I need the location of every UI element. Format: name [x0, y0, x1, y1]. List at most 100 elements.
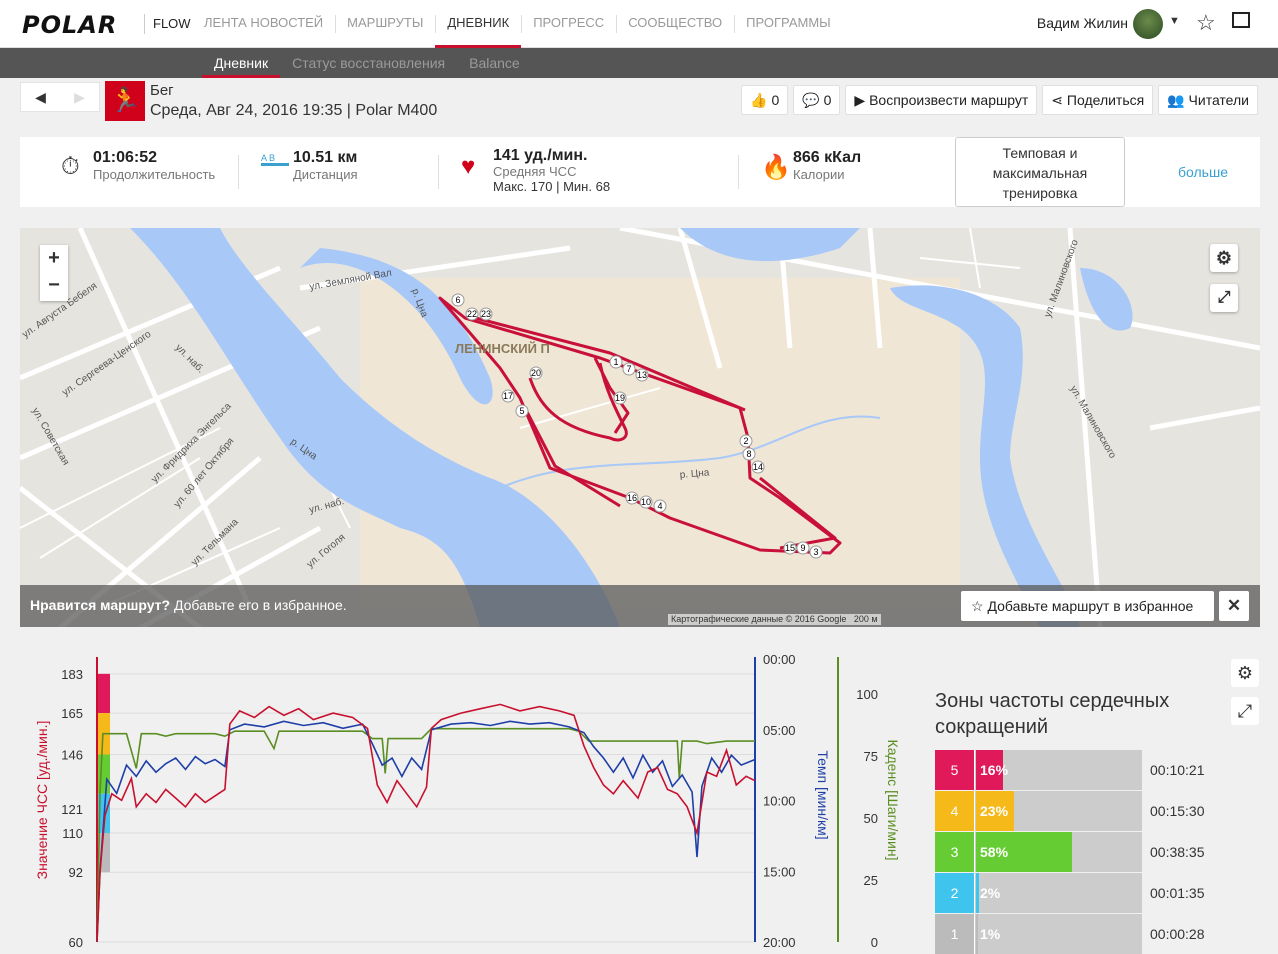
user-name[interactable]: Вадим Жилин: [1036, 15, 1128, 31]
running-icon: 🏃: [105, 81, 145, 121]
route-marker-label: 10: [641, 497, 651, 507]
hr-tick-label: 165: [61, 706, 83, 721]
zone-number: 4: [935, 791, 975, 831]
hr-zone-row: 1 1%: [935, 914, 1142, 954]
route-marker-label: 9: [800, 543, 805, 553]
heart-icon: ♥: [461, 153, 476, 180]
like-button[interactable]: 👍 0: [741, 85, 789, 115]
route-marker[interactable]: [451, 293, 465, 307]
cadence-tick-label: 100: [856, 687, 878, 702]
hr-zone-row: 3 58%: [935, 832, 1142, 872]
chart-settings-gear-icon[interactable]: ⚙: [1231, 659, 1259, 687]
summary-stats: ⏱ 01:06:52 Продолжительность A B 10.51 к…: [20, 137, 1260, 207]
map-label: ул. наб.: [308, 495, 346, 516]
followers-button[interactable]: 👥 Читатели: [1158, 85, 1258, 115]
next-button[interactable]: ▶: [74, 89, 85, 105]
subnav-diary[interactable]: Дневник: [202, 48, 281, 78]
route-marker-label: 19: [615, 393, 625, 403]
stat-duration: ⏱ 01:06:52 Продолжительность: [61, 149, 216, 182]
route-marker-label: 15: [785, 543, 795, 553]
hr-zone-band: [97, 754, 110, 794]
zone-time: 00:00:28: [1150, 926, 1205, 942]
stat-calories: 🔥 866 кКал Калории: [761, 149, 862, 182]
avatar[interactable]: [1133, 9, 1163, 39]
subnav-balance[interactable]: Balance: [469, 55, 520, 71]
route-marker[interactable]: [751, 460, 765, 474]
chevron-down-icon[interactable]: ▼: [1169, 15, 1180, 27]
route-marker[interactable]: [639, 495, 653, 509]
zoom-out-button[interactable]: −: [48, 274, 60, 296]
zone-number: 3: [935, 832, 975, 872]
hr-tick-label: 183: [61, 667, 83, 682]
cadence-axis-title: Каденс [Шаги/мин]: [885, 740, 901, 861]
hr-zone-band: [97, 673, 110, 714]
route-marker[interactable]: [515, 404, 529, 418]
star-icon[interactable]: ☆: [1196, 10, 1216, 35]
route-marker[interactable]: [501, 389, 515, 403]
stat-distance: A B 10.51 км Дистанция: [261, 149, 358, 182]
star-icon: ☆: [971, 598, 984, 614]
zone-fill-bar: [976, 914, 978, 954]
nav-progress[interactable]: ПРОГРЕСС: [521, 0, 616, 48]
route-marker[interactable]: [809, 545, 823, 559]
route-marker[interactable]: [635, 368, 649, 382]
route-marker[interactable]: [609, 355, 623, 369]
route-marker[interactable]: [465, 307, 479, 321]
cadence-tick-label: 0: [871, 935, 878, 948]
settings-gear-icon[interactable]: ⚙: [1210, 244, 1238, 272]
chart-fullscreen-icon[interactable]: ⤢: [1231, 697, 1259, 725]
route-marker[interactable]: [479, 307, 493, 321]
nav-programs[interactable]: ПРОГРАММЫ: [734, 0, 843, 48]
nav-community[interactable]: СООБЩЕСТВО: [616, 0, 734, 48]
pace-tick-label: 05:00: [763, 723, 796, 738]
prev-button[interactable]: ◀: [35, 89, 46, 105]
nav-diary[interactable]: ДНЕВНИК: [435, 0, 522, 48]
pace-axis-title: Темп [мин/км]: [815, 750, 831, 839]
route-marker-label: 23: [481, 309, 491, 319]
comment-icon: 💬: [802, 92, 820, 108]
zone-number: 5: [935, 750, 975, 790]
route-marker[interactable]: [783, 541, 797, 555]
map-label: ул. Гоголя: [305, 532, 348, 570]
share-icon: ⋖: [1051, 92, 1064, 108]
route-marker-label: 6: [455, 295, 460, 305]
share-button[interactable]: ⋖ Поделиться: [1042, 85, 1154, 115]
zone-fill-bar: [976, 873, 980, 913]
main-nav: ЛЕНТА НОВОСТЕЙ МАРШРУТЫ ДНЕВНИК ПРОГРЕСС…: [192, 0, 843, 48]
message-icon[interactable]: [1232, 12, 1250, 28]
zoom-controls: + −: [40, 245, 68, 301]
fullscreen-icon[interactable]: ⤢: [1210, 284, 1238, 312]
activity-subtitle: Среда, Авг 24, 2016 19:35 | Polar M400: [150, 102, 438, 119]
more-link[interactable]: больше: [1178, 164, 1228, 180]
route-markers: 6 22 23 17 13 20 19 17 5 2 814 16 10 4 15 9 3: [451, 293, 823, 559]
route-marker[interactable]: [796, 541, 810, 555]
add-favorite-route-button[interactable]: ☆ Добавьте маршрут в избранное: [961, 591, 1214, 621]
stat-heart-rate: ♥ 141 уд./мин. Средняя ЧСС Макс. 170 | М…: [461, 147, 611, 194]
nav-feed[interactable]: ЛЕНТА НОВОСТЕЙ: [204, 15, 324, 30]
zoom-in-button[interactable]: +: [48, 247, 60, 269]
zone-time: 00:10:21: [1150, 762, 1205, 778]
cadence-tick-label: 75: [864, 749, 878, 764]
route-marker[interactable]: [625, 491, 639, 505]
map-scale: 200 м: [853, 614, 878, 624]
series-line-pace: [96, 720, 756, 943]
close-banner-button[interactable]: ✕: [1219, 591, 1249, 621]
route-marker[interactable]: [742, 447, 756, 461]
stopwatch-icon: ⏱: [61, 153, 80, 180]
subnav-recovery[interactable]: Статус восстановления: [292, 55, 446, 71]
route-marker[interactable]: [622, 362, 636, 376]
hr-tick-label: 92: [69, 865, 83, 880]
route-marker[interactable]: [739, 434, 753, 448]
hr-axis-title: Значение ЧСС [уд./мин.]: [34, 721, 50, 880]
nav-routes[interactable]: МАРШРУТЫ: [335, 0, 435, 48]
activity-chart[interactable]: 183 165 146 121 110 92 60 00:00 05:00 10:00 15:00 2…: [0, 645, 920, 948]
hr-tick-label: 110: [62, 826, 83, 841]
route-marker[interactable]: [653, 499, 667, 513]
comment-button[interactable]: 💬 0: [793, 85, 841, 115]
polar-logo[interactable]: POLAR: [22, 11, 118, 39]
route-marker[interactable]: [529, 366, 543, 380]
replay-route-button[interactable]: ▶ Воспроизвести маршрут: [845, 85, 1038, 115]
zone-percent: 2%: [980, 885, 1001, 901]
route-marker[interactable]: [613, 391, 627, 405]
